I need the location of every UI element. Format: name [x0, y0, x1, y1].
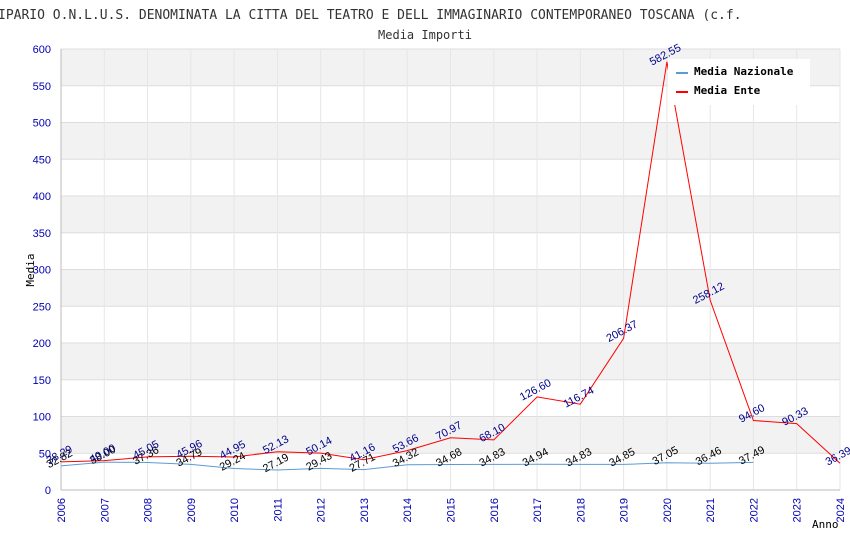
x-tick-label: 2015: [446, 498, 458, 522]
legend-box: [668, 59, 810, 105]
y-tick-label: 150: [33, 375, 51, 387]
series-lines: [60, 61, 841, 471]
x-tick-label: 2020: [662, 498, 674, 522]
y-tick-label: 550: [33, 81, 51, 93]
x-tick-label: 2014: [402, 498, 414, 522]
y-tick-label: 0: [45, 485, 51, 497]
legend: Media Nazionale Media Ente: [668, 59, 810, 105]
x-tick-label: 2022: [748, 498, 760, 522]
x-tick-labels: 2006 2007 2008 2009 2010 2011 2012 2013 2014 2015…: [56, 498, 847, 522]
x-tick-label: 2011: [272, 498, 284, 522]
x-tick-label: 2023: [792, 498, 804, 522]
x-tick-label: 2021: [705, 498, 717, 522]
y-tick-label: 100: [33, 412, 51, 424]
y-tick-label: 600: [33, 44, 51, 56]
chart-subtitle: Media Importi: [378, 28, 472, 42]
series-line-media-ente: [60, 61, 841, 464]
x-tick-label: 2009: [186, 498, 198, 522]
x-tick-label: 2008: [143, 498, 155, 522]
y-tick-label: 450: [33, 154, 51, 166]
y-tick-label: 350: [33, 228, 51, 240]
y-tick-label: 250: [33, 301, 51, 313]
series-line-media-nazionale: [60, 461, 754, 471]
x-tick-label: 2017: [532, 498, 544, 522]
y-tick-label: 300: [33, 265, 51, 277]
x-tick-label: 2024: [835, 498, 847, 522]
y-tick-label: 400: [33, 191, 51, 203]
legend-label-media-nazionale: Media Nazionale: [694, 65, 794, 78]
x-tick-label: 2018: [575, 498, 587, 522]
y-tick-label: 500: [33, 118, 51, 130]
x-tick-label: 2019: [619, 498, 631, 522]
chart-title: IPARIO O.N.L.U.S. DENOMINATA LA CITTA DE…: [0, 8, 742, 23]
y-axis-label: Media: [24, 253, 37, 286]
grid-lines: [60, 48, 841, 491]
x-tick-label: 2012: [316, 498, 328, 522]
x-tick-label: 2010: [229, 498, 241, 522]
legend-label-media-ente: Media Ente: [694, 84, 761, 97]
y-tick-label: 200: [33, 338, 51, 350]
x-tick-label: 2016: [489, 498, 501, 522]
x-tick-label: 2006: [56, 498, 68, 522]
y-tick-labels: 0 50 100 150 200 250 300 350 400 450 500 550 600: [33, 44, 51, 497]
axes: [60, 49, 840, 491]
y-tick-label: 50: [39, 448, 51, 460]
x-tick-label: 2007: [99, 498, 111, 522]
x-tick-label: 2013: [359, 498, 371, 522]
x-axis-label: Anno: [812, 518, 839, 531]
